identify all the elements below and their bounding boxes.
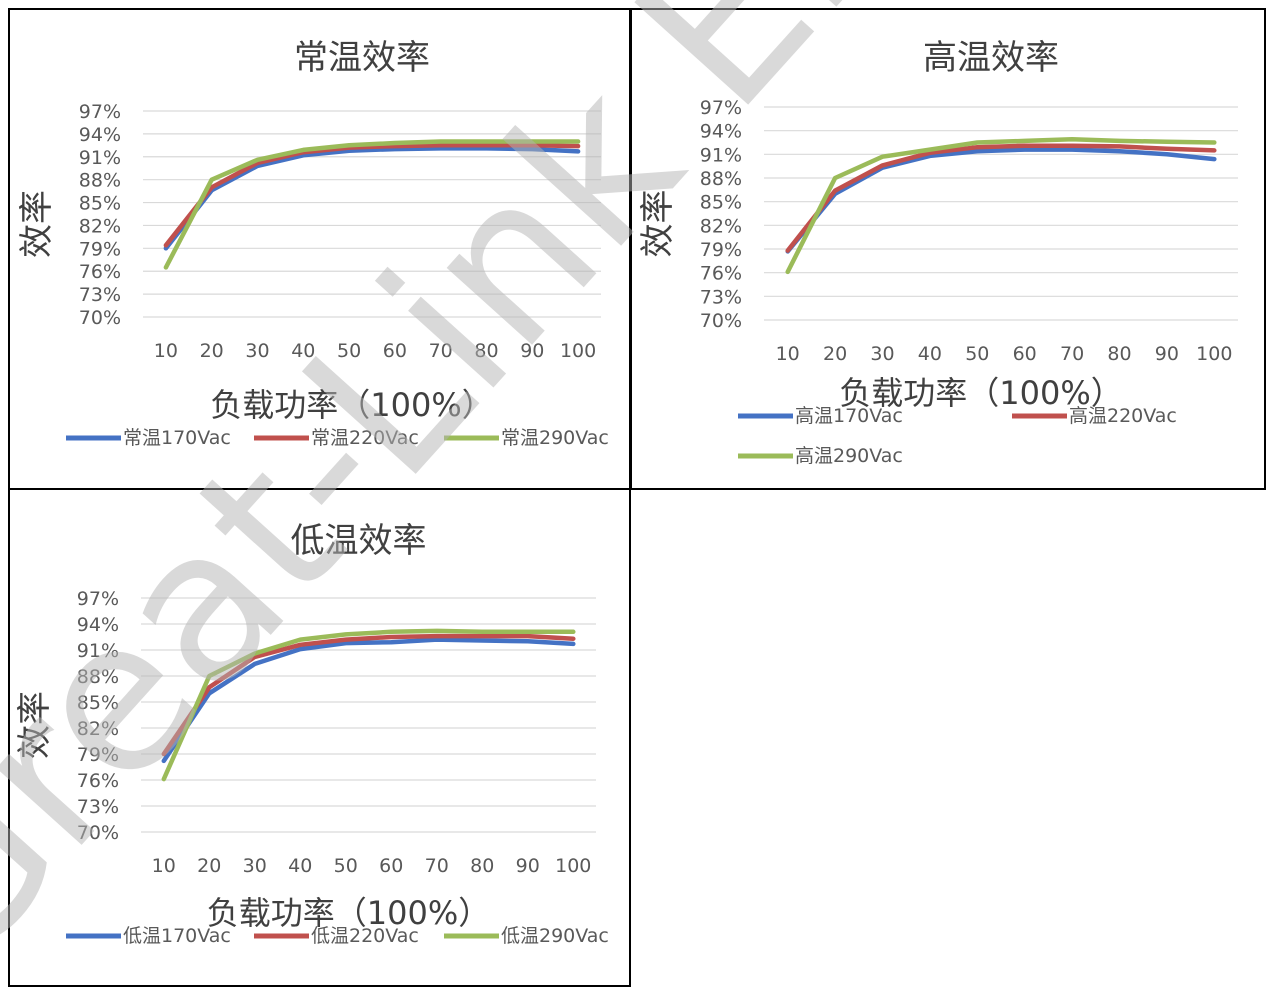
x-tick-label: 10: [154, 340, 178, 362]
y-tick-label: 97%: [79, 101, 121, 123]
y-tick-label: 79%: [700, 239, 742, 261]
x-tick-label: 70: [425, 855, 449, 877]
series-line-0: [785, 147, 1217, 254]
x-tick-label: 40: [288, 855, 312, 877]
series-line-1: [163, 143, 581, 248]
y-tick-label: 88%: [79, 170, 121, 192]
y-axis-label: 效率: [17, 190, 57, 258]
x-tick-label: 40: [291, 340, 315, 362]
series-line-0: [163, 146, 581, 251]
chart-title: 常温效率: [294, 38, 430, 78]
x-axis-label: 负载功率（100%）: [839, 374, 1123, 412]
x-tick-label: 60: [1013, 343, 1037, 365]
series-line-0: [161, 637, 576, 764]
x-tick-label: 80: [474, 340, 498, 362]
x-axis-label: 负载功率（100%）: [210, 386, 494, 424]
series-line-2: [161, 628, 576, 782]
x-tick-label: 100: [555, 855, 591, 877]
y-tick-label: 82%: [79, 215, 121, 237]
y-axis-label: 效率: [638, 190, 678, 258]
y-tick-label: 76%: [700, 263, 742, 285]
x-tick-label: 10: [152, 855, 176, 877]
y-tick-label: 94%: [77, 614, 119, 636]
x-tick-label: 50: [334, 855, 358, 877]
x-tick-label: 90: [520, 340, 544, 362]
x-tick-label: 50: [965, 343, 989, 365]
series-line-1: [161, 633, 576, 757]
legend-label: 低温290Vac: [501, 925, 609, 947]
x-tick-label: 90: [516, 855, 540, 877]
y-tick-label: 85%: [79, 193, 121, 215]
y-tick-label: 73%: [700, 286, 742, 308]
y-axis-label: 效率: [15, 691, 55, 759]
x-tick-label: 80: [1107, 343, 1131, 365]
series-line-2: [785, 137, 1217, 275]
y-tick-label: 94%: [700, 121, 742, 143]
y-tick-label: 85%: [700, 192, 742, 214]
y-tick-label: 70%: [77, 822, 119, 844]
series-line-1: [785, 143, 1217, 253]
x-axis-label: 负载功率（100%）: [207, 894, 491, 932]
line-chart: 高温效率 97%94%91%88%85%82%79%76%73%70% 效率 10 20…: [638, 38, 1238, 467]
x-tick-label: 50: [337, 340, 361, 362]
chart-cell-low-temp: 低温效率 97% 94% 91% 88% 85% 82% 79% 76% 73% 70% 效率 10 20…: [8, 490, 631, 987]
y-tick-label: 94%: [79, 124, 121, 146]
y-tick-label: 76%: [77, 770, 119, 792]
y-tick-label: 73%: [79, 284, 121, 306]
x-tick-label: 10: [776, 343, 800, 365]
legend-label: 常温220Vac: [311, 427, 419, 449]
y-tick-label: 70%: [700, 310, 742, 332]
line-chart: 常温效率 97%94%91%88%85%82%79%76%73%70% 效率 10 20…: [17, 38, 609, 449]
y-tick-label: 82%: [77, 718, 119, 740]
x-tick-label: 90: [1155, 343, 1179, 365]
legend-label: 常温170Vac: [123, 427, 231, 449]
y-tick-label: 73%: [77, 796, 119, 818]
y-tick-label: 85%: [77, 692, 119, 714]
y-tick-label: 91%: [77, 640, 119, 662]
x-tick-label: 20: [823, 343, 847, 365]
x-tick-label: 60: [383, 340, 407, 362]
legend-label: 低温170Vac: [123, 925, 231, 947]
x-tick-label: 100: [1196, 343, 1232, 365]
legend-label: 高温290Vac: [795, 445, 903, 467]
chart-title: 低温效率: [291, 521, 427, 561]
x-tick-label: 100: [560, 340, 596, 362]
line-chart: 低温效率 97% 94% 91% 88% 85% 82% 79% 76% 73% 70% 效率 10 20…: [15, 521, 609, 947]
y-tick-label: 76%: [79, 261, 121, 283]
x-tick-label: 30: [243, 855, 267, 877]
x-tick-label: 20: [200, 340, 224, 362]
chart-cell-high-temp: 高温效率 97% 94% 91% 88% 85% 82% 79% 76% 73% 70% 效率 10 20…: [631, 8, 1266, 490]
y-tick-label: 97%: [700, 97, 742, 119]
y-tick-label: 91%: [700, 144, 742, 166]
x-tick-label: 60: [379, 855, 403, 877]
x-tick-label: 70: [1060, 343, 1084, 365]
chart-title: 高温效率: [923, 38, 1059, 78]
x-tick-label: 70: [429, 340, 453, 362]
legend-label: 高温170Vac: [795, 405, 903, 427]
x-tick-label: 30: [245, 340, 269, 362]
y-tick-label: 79%: [77, 744, 119, 766]
y-tick-label: 88%: [700, 168, 742, 190]
chart-cell-normal-temp: 常温效率 97% 94% 91% 88% 85% 82% 79% 76% 73% 70% 效率 10 20…: [8, 8, 631, 490]
y-tick-label: 91%: [79, 147, 121, 169]
y-tick-label: 88%: [77, 666, 119, 688]
y-tick-label: 79%: [79, 238, 121, 260]
series-line-2: [163, 139, 581, 270]
x-tick-label: 20: [197, 855, 221, 877]
legend-label: 常温290Vac: [501, 427, 609, 449]
x-tick-label: 30: [870, 343, 894, 365]
legend-label: 高温220Vac: [1069, 405, 1177, 427]
x-tick-label: 40: [918, 343, 942, 365]
y-tick-label: 97%: [77, 588, 119, 610]
y-tick-label: 70%: [79, 307, 121, 329]
x-tick-label: 80: [470, 855, 494, 877]
y-tick-label: 82%: [700, 215, 742, 237]
legend-label: 低温220Vac: [311, 925, 419, 947]
